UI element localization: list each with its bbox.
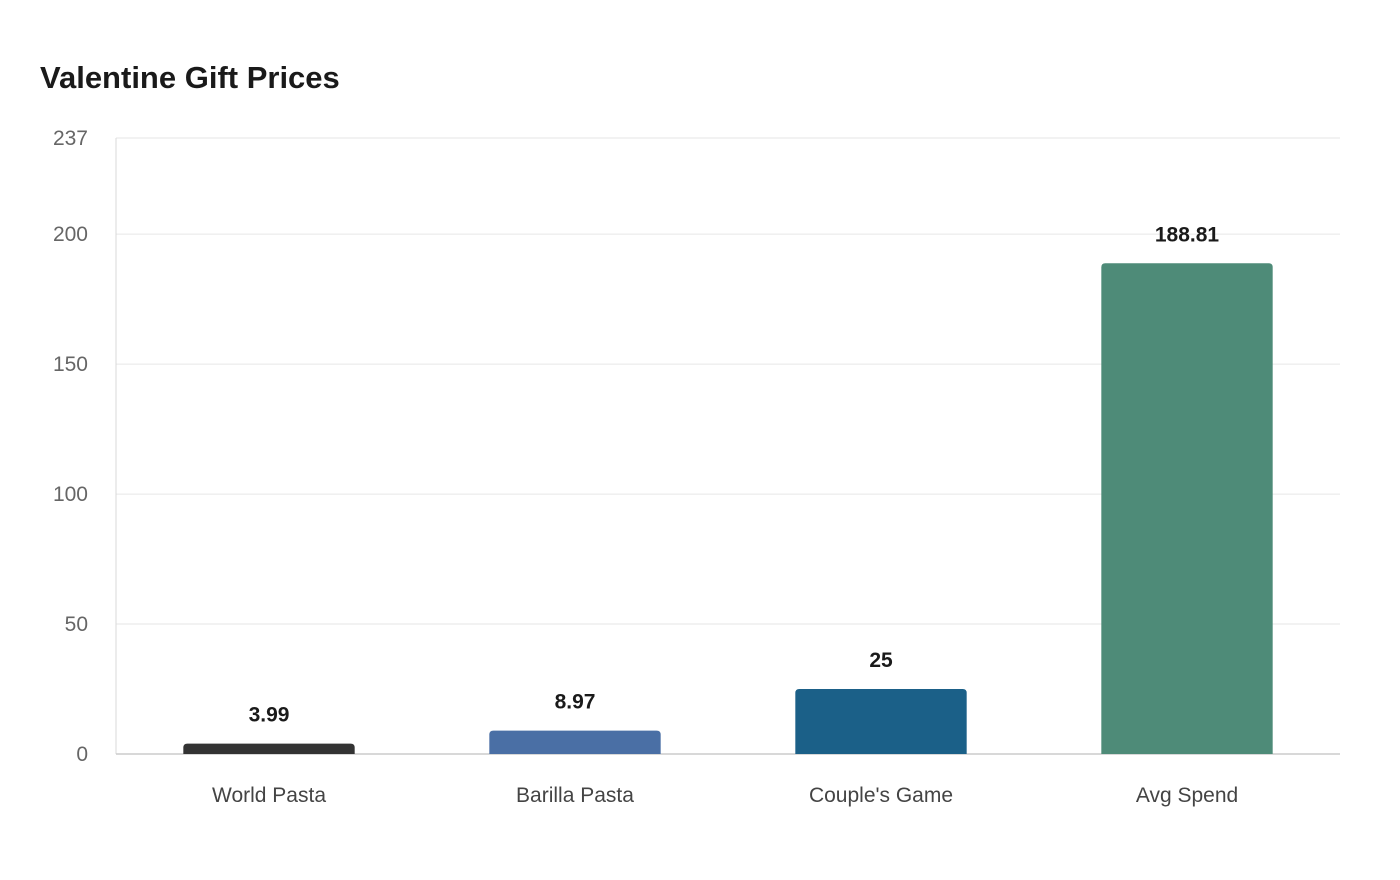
y-axis-ticks: 0 50 100 150 200 237 — [53, 127, 88, 766]
y-tick-label: 150 — [53, 353, 88, 376]
value-label: 188.81 — [1155, 223, 1220, 246]
x-tick-label: Avg Spend — [1136, 784, 1238, 807]
x-tick-label: Barilla Pasta — [516, 784, 634, 807]
y-tick-label: 50 — [65, 613, 88, 636]
value-label: 3.99 — [249, 704, 290, 727]
chart-title: Valentine Gift Prices — [40, 60, 340, 95]
bars — [183, 263, 1273, 754]
x-tick-label: World Pasta — [212, 784, 326, 807]
bar-avg-spend — [1101, 263, 1273, 754]
bar-world-pasta — [183, 743, 355, 754]
y-tick-label: 237 — [53, 127, 88, 150]
y-tick-label: 200 — [53, 223, 88, 246]
bar-barilla-pasta — [489, 730, 661, 754]
x-axis-labels: World Pasta Barilla Pasta Couple's Game Avg… — [212, 784, 1238, 807]
y-tick-label: 100 — [53, 483, 88, 506]
value-label: 8.97 — [555, 691, 596, 714]
value-label: 25 — [869, 649, 893, 672]
y-tick-label: 0 — [76, 743, 88, 766]
value-labels: 3.99 8.97 25 188.81 — [249, 223, 1220, 726]
bar-couple-s-game — [795, 689, 967, 754]
x-tick-label: Couple's Game — [809, 784, 953, 807]
